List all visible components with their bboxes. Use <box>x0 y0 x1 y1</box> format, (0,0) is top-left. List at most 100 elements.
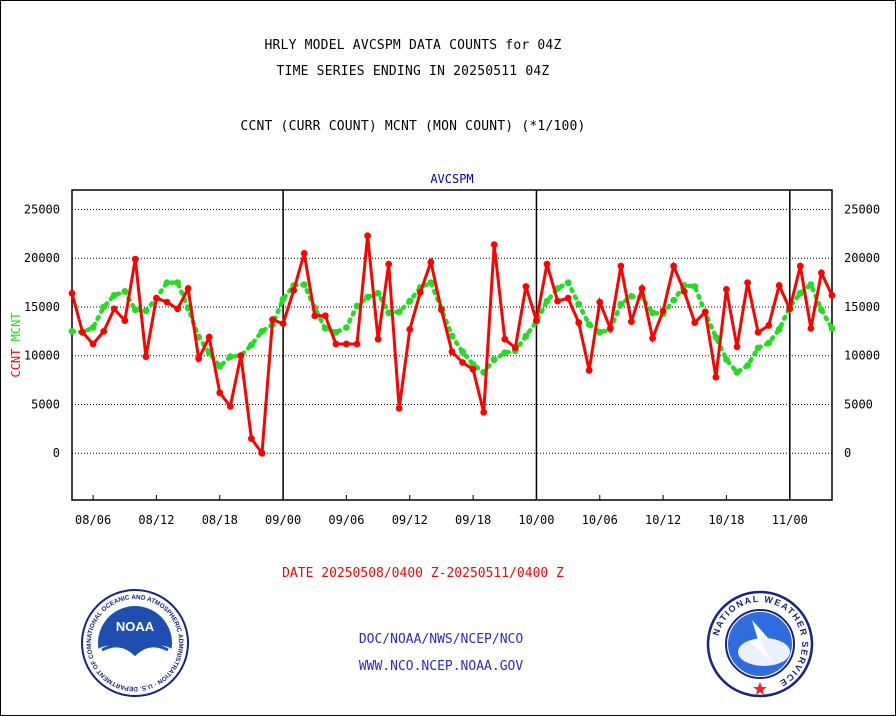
data-point-mcnt <box>248 341 255 349</box>
footer-org-path: DOC/NOAA/NWS/NCEP/NCO <box>358 632 524 647</box>
data-point-ccnt <box>659 307 667 315</box>
noaa-logo-text: NOAA <box>116 619 155 634</box>
x-tick-label: 09/06 <box>328 513 364 527</box>
y-tick-label-right: 10000 <box>844 349 880 363</box>
data-point-ccnt <box>533 317 540 324</box>
y-axis-label-ccnt: CCNT <box>9 349 23 378</box>
data-point-mcnt <box>469 361 477 368</box>
data-point-ccnt <box>723 286 730 293</box>
data-point-ccnt <box>459 359 466 366</box>
data-point-mcnt <box>765 339 773 347</box>
data-point-mcnt <box>216 363 224 370</box>
data-point-ccnt <box>596 298 604 306</box>
data-point-ccnt <box>258 449 266 457</box>
data-point-ccnt <box>279 320 287 327</box>
y-tick-label-right: 0 <box>844 446 851 460</box>
data-point-mcnt <box>733 368 741 376</box>
footer-url: WWW.NCO.NCEP.NOAA.GOV <box>358 659 524 674</box>
data-point-ccnt <box>786 305 794 313</box>
data-point-ccnt <box>712 373 720 381</box>
noaa-logo-icon: NOAA NATIONAL OCEANIC AND ATMOSPHERIC AD… <box>80 588 189 697</box>
data-point-ccnt <box>522 283 530 290</box>
data-point-ccnt <box>427 258 435 266</box>
data-point-ccnt <box>300 250 308 257</box>
data-point-ccnt <box>385 260 393 268</box>
data-point-ccnt <box>406 326 414 333</box>
data-point-ccnt <box>448 348 456 356</box>
data-point-ccnt <box>543 260 551 268</box>
data-point-mcnt <box>617 300 625 308</box>
y-tick-label-right: 5000 <box>844 397 873 411</box>
chart-title-line-2: TIME SERIES ENDING IN 20250511 04Z <box>276 64 550 79</box>
x-tick-label: 10/18 <box>708 513 744 527</box>
data-point-mcnt <box>163 279 171 286</box>
date-range-label: DATE 20250508/0400 Z-20250511/0400 Z <box>282 566 564 581</box>
nws-logo-icon: NATIONAL WEATHER SERVICE <box>706 590 814 698</box>
y-tick-label-left: 25000 <box>24 202 60 216</box>
data-point-mcnt <box>321 325 329 332</box>
data-point-ccnt <box>796 262 804 270</box>
data-point-mcnt <box>353 302 361 310</box>
x-tick-label: 09/00 <box>265 513 301 527</box>
data-point-mcnt <box>174 279 182 286</box>
data-point-mcnt <box>364 293 371 301</box>
data-point-ccnt <box>680 288 688 295</box>
plot-border <box>71 189 833 501</box>
x-tick-label: 08/18 <box>202 513 238 527</box>
data-point-ccnt <box>469 366 477 373</box>
data-point-mcnt <box>712 333 720 341</box>
data-point-ccnt <box>501 335 509 343</box>
data-point-mcnt <box>691 283 699 290</box>
data-point-ccnt <box>68 289 76 297</box>
data-point-ccnt <box>269 316 276 324</box>
data-point-mcnt <box>596 328 604 336</box>
data-point-mcnt <box>501 349 509 357</box>
data-point-mcnt <box>807 281 815 288</box>
data-point-mcnt <box>775 326 783 333</box>
data-point-ccnt <box>153 294 160 302</box>
y-tick-label-left: 15000 <box>24 300 60 314</box>
data-point-mcnt <box>226 353 234 361</box>
data-point-ccnt <box>100 328 108 335</box>
data-point-ccnt <box>691 319 699 326</box>
y-tick-label-left: 5000 <box>31 397 60 411</box>
data-point-ccnt <box>416 289 424 296</box>
data-point-ccnt <box>79 328 86 336</box>
data-point-ccnt <box>701 308 709 316</box>
data-point-mcnt <box>543 297 551 305</box>
x-tick-label: 09/12 <box>392 513 428 527</box>
data-point-ccnt <box>649 334 656 342</box>
data-point-ccnt <box>321 312 329 320</box>
data-point-mcnt <box>427 279 435 286</box>
data-point-mcnt <box>406 297 414 305</box>
data-point-mcnt <box>796 289 804 297</box>
y-tick-label-right: 15000 <box>844 300 880 314</box>
chart-legend-description: CCNT (CURR COUNT) MCNT (MON COUNT) (*1/1… <box>240 119 586 134</box>
x-tick-label: 10/06 <box>582 513 618 527</box>
data-point-ccnt <box>205 333 213 341</box>
data-point-mcnt <box>575 300 583 308</box>
data-point-ccnt <box>163 298 171 306</box>
x-tick-label: 08/06 <box>75 513 111 527</box>
data-point-ccnt <box>775 282 783 289</box>
data-point-ccnt <box>343 340 350 348</box>
y-tick-label-left: 0 <box>53 446 60 460</box>
y-tick-label-right: 20000 <box>844 251 880 265</box>
y-tick-label-left: 10000 <box>24 349 60 363</box>
data-point-mcnt <box>670 296 678 304</box>
data-point-mcnt <box>89 324 97 331</box>
data-point-mcnt <box>385 309 393 317</box>
data-point-ccnt <box>670 262 678 270</box>
data-point-ccnt <box>89 340 97 348</box>
data-point-mcnt <box>564 279 572 286</box>
data-point-ccnt <box>195 355 203 362</box>
data-point-mcnt <box>300 281 308 288</box>
data-point-mcnt <box>142 307 150 315</box>
data-point-mcnt <box>395 308 403 316</box>
x-tick-label: 11/00 <box>772 513 808 527</box>
plot-title: AVCSPM <box>430 172 473 186</box>
data-point-mcnt <box>131 306 139 314</box>
time-series-chart: AVCSPM 0 0 5000 5000 10000 10000 15000 15000 2000… <box>9 172 880 527</box>
data-point-mcnt <box>258 328 266 335</box>
data-point-ccnt <box>818 269 825 277</box>
